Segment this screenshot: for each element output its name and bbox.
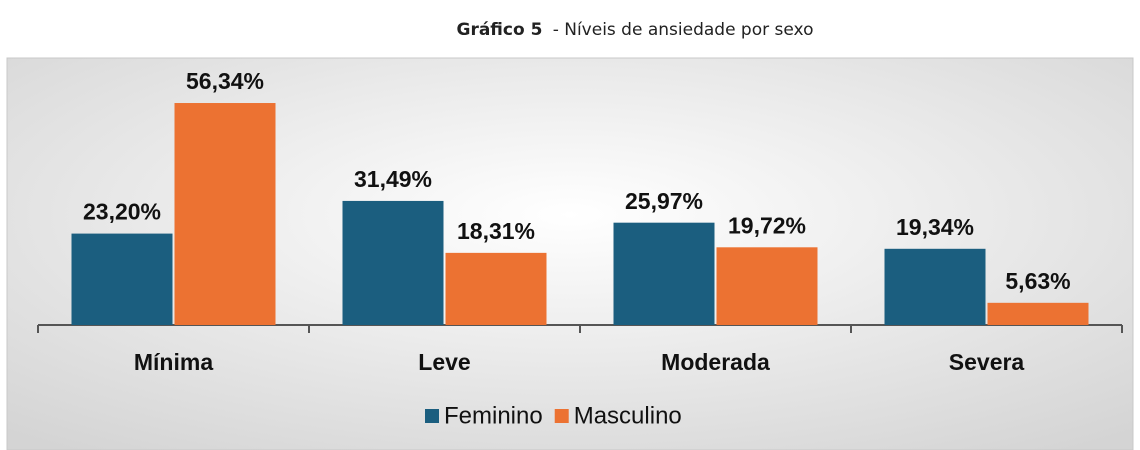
bar — [174, 103, 276, 325]
chart-title-group: Gráfico 5 - Níveis de ansiedade por sexo — [457, 19, 814, 40]
bar — [445, 252, 547, 325]
value-label: 23,20% — [83, 199, 161, 225]
value-label: 18,31% — [457, 218, 535, 244]
value-label: 19,34% — [896, 214, 974, 240]
value-label: 25,97% — [625, 188, 703, 214]
x-tick-label: Mínima — [134, 349, 213, 375]
value-label: 5,63% — [1005, 268, 1070, 294]
chart-title: Gráfico 5 — [457, 20, 543, 40]
legend-swatch — [425, 409, 439, 423]
bar — [716, 247, 818, 325]
x-tick-label: Moderada — [661, 349, 770, 375]
legend-label: Feminino — [444, 402, 543, 429]
chart-subtitle: - Níveis de ansiedade por sexo — [553, 20, 814, 40]
bar — [987, 302, 1089, 325]
x-tick-label: Leve — [418, 349, 470, 375]
bar — [71, 233, 173, 325]
value-label: 19,72% — [728, 212, 806, 238]
bar — [884, 248, 986, 325]
bar — [342, 200, 444, 325]
legend-label: Masculino — [574, 402, 682, 429]
legend-swatch — [554, 409, 569, 423]
value-label: 31,49% — [354, 166, 432, 192]
x-tick-label: Severa — [949, 349, 1025, 375]
bar — [613, 222, 715, 325]
value-label: 56,34% — [186, 68, 264, 94]
